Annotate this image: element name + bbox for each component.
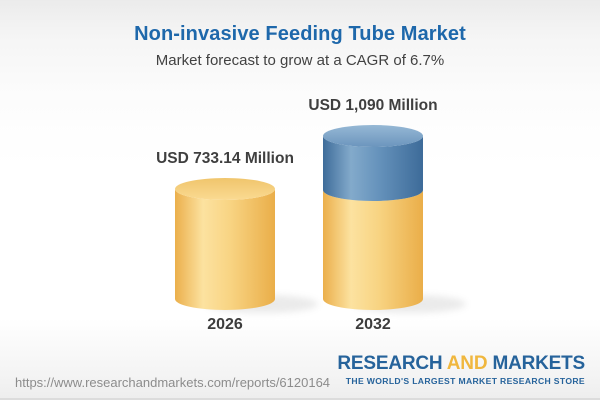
logo-word-markets: MARKETS xyxy=(492,353,585,374)
research-and-markets-logo: RESEARCH AND MARKETS THE WORLD'S LARGEST… xyxy=(337,354,585,386)
chart-title: Non-invasive Feeding Tube Market xyxy=(134,23,466,45)
cylinder-2026 xyxy=(175,178,275,310)
logo-word-and: AND xyxy=(446,353,488,374)
report-url: https://www.researchandmarkets.com/repor… xyxy=(15,375,331,390)
year-label-2026: 2026 xyxy=(207,316,243,333)
year-label-2032: 2032 xyxy=(355,316,391,333)
logo-tagline: THE WORLD'S LARGEST MARKET RESEARCH STOR… xyxy=(345,375,585,386)
value-label-2026: USD 733.14 Million xyxy=(156,150,294,167)
chart-subtitle: Market forecast to grow at a CAGR of 6.7… xyxy=(155,52,445,69)
cylinder-2032-growth-segment xyxy=(323,125,423,201)
logo-word-research: RESEARCH xyxy=(337,353,443,374)
value-label-2032: USD 1,090 Million xyxy=(308,97,438,114)
logo-wordmark: RESEARCH AND MARKETS xyxy=(337,354,585,374)
